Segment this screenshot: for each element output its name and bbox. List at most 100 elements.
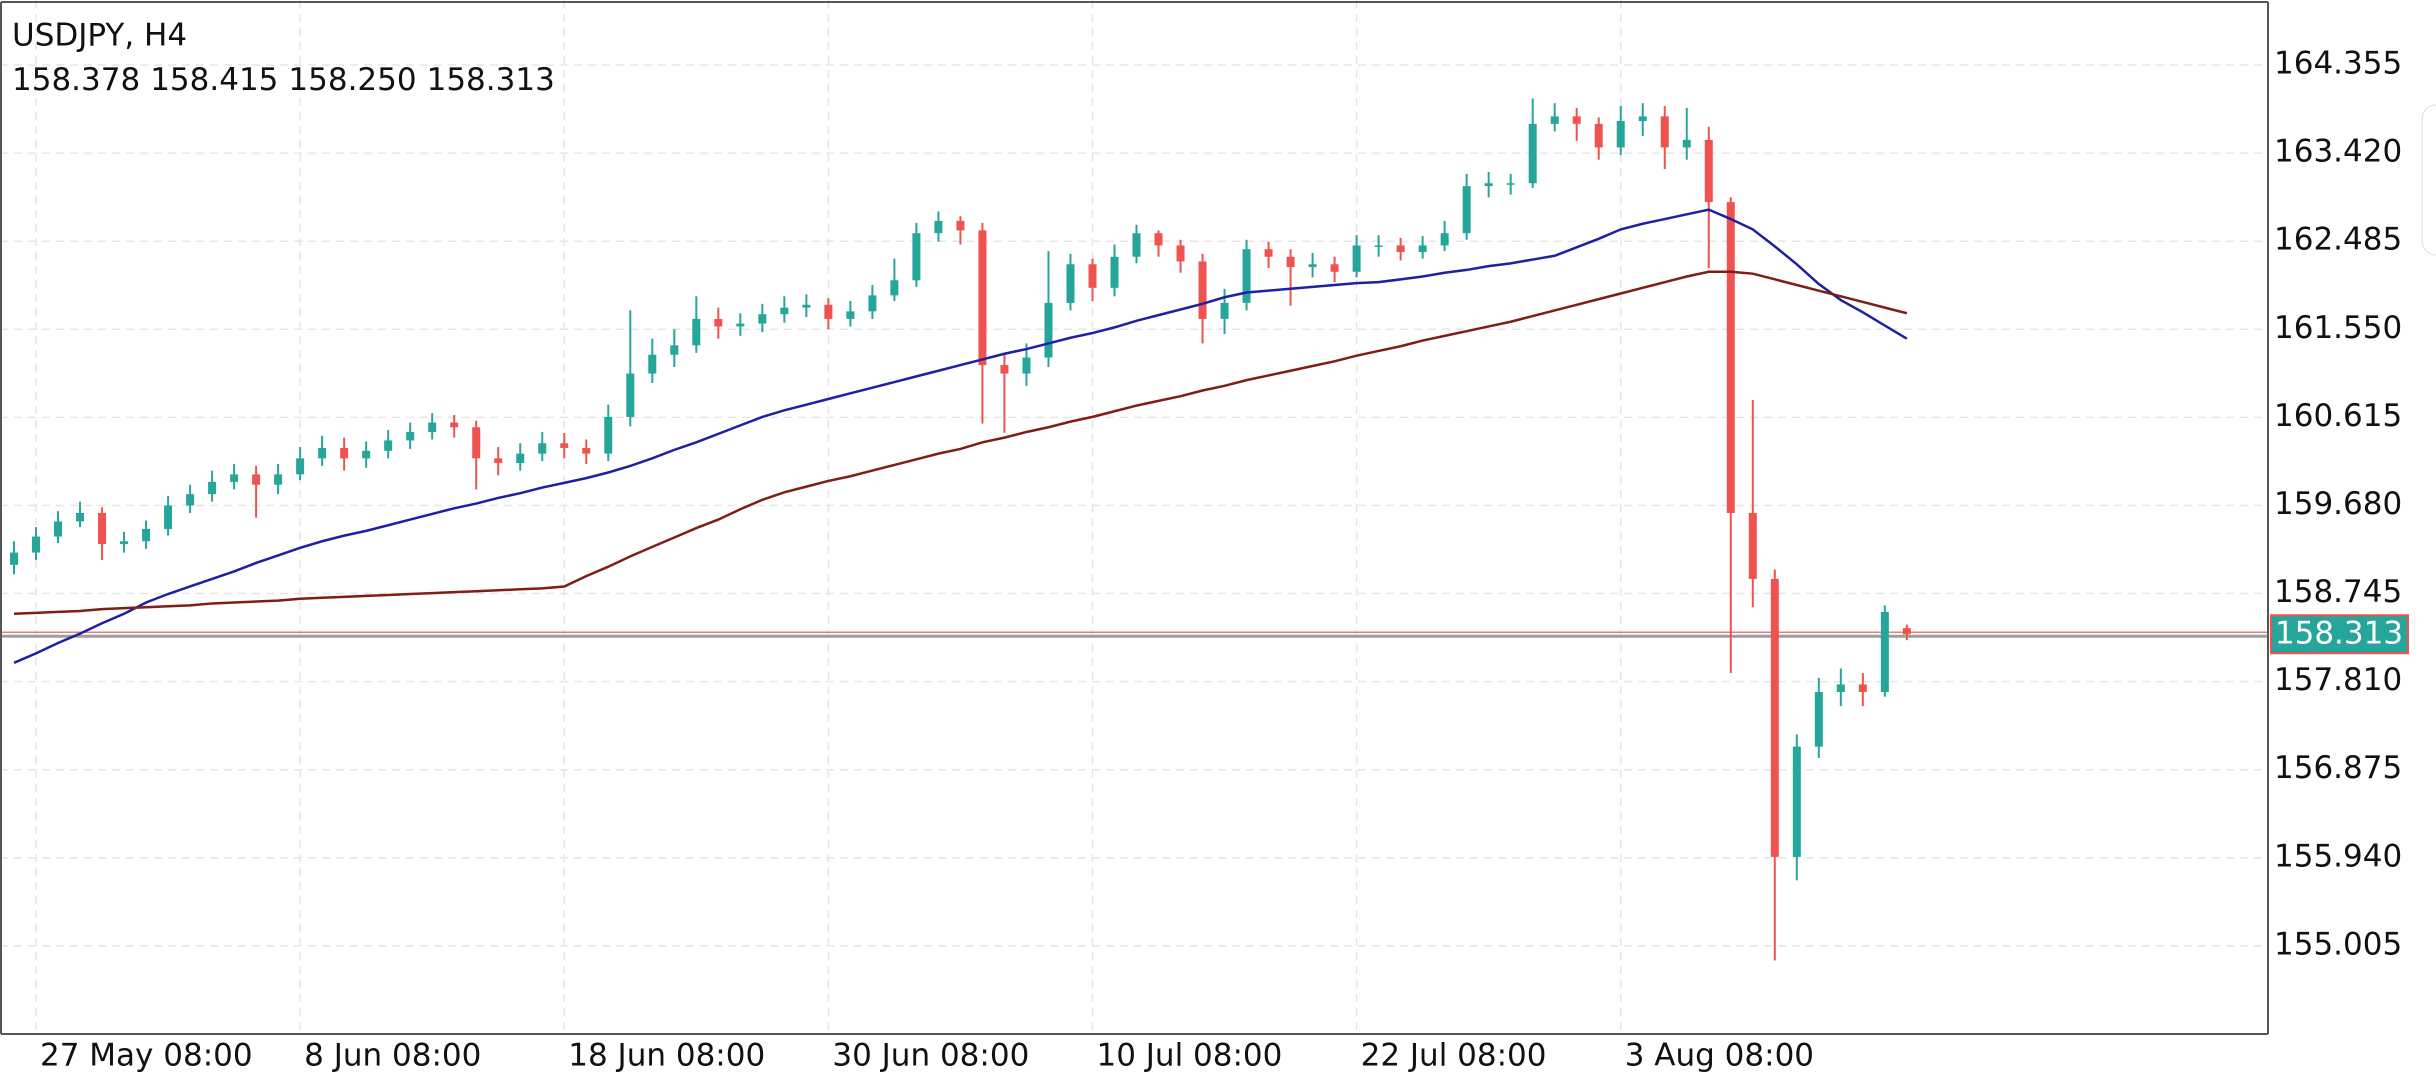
candle-body xyxy=(890,280,899,296)
ohlc-readout: 158.378 158.415 158.250 158.313 xyxy=(12,62,555,98)
candle-body xyxy=(1704,139,1713,203)
candle-body xyxy=(714,318,723,327)
candle-body xyxy=(1176,245,1185,262)
candle-body xyxy=(230,474,239,482)
grid xyxy=(0,0,2268,1034)
x-tick-label: 30 Jun 08:00 xyxy=(832,1038,1029,1074)
candle-body xyxy=(1440,233,1449,246)
y-tick-label: 155.005 xyxy=(2274,926,2402,962)
candle-body xyxy=(208,481,217,495)
candle-body xyxy=(428,422,437,432)
y-tick-label: 163.420 xyxy=(2274,134,2402,170)
candle-body xyxy=(164,505,173,530)
candle-body xyxy=(1770,578,1779,857)
moving-average xyxy=(13,208,1908,664)
candle-body xyxy=(516,453,525,464)
y-tick-label: 162.485 xyxy=(2274,222,2402,258)
candle-body xyxy=(582,447,591,454)
candle-body xyxy=(1308,264,1317,268)
candle-body xyxy=(824,304,833,319)
candle-body xyxy=(54,521,63,537)
candle-body xyxy=(934,220,943,234)
last-price-label: 158.313 xyxy=(2275,616,2403,652)
ohlc-value: 158.250 xyxy=(288,62,416,98)
candle-body xyxy=(692,318,701,346)
side-tab[interactable] xyxy=(2421,104,2436,256)
candle-body xyxy=(1220,302,1229,319)
last-price-badge xyxy=(2270,614,2409,655)
candle-body xyxy=(1528,123,1537,184)
y-tick-label: 156.875 xyxy=(2274,750,2402,786)
chart-title: USDJPY, H4 xyxy=(12,18,187,54)
candle-body xyxy=(76,512,85,522)
candle-body xyxy=(1660,116,1669,148)
candle-body xyxy=(780,307,789,315)
candle-body xyxy=(340,447,349,459)
candle-body xyxy=(626,373,635,417)
candle-body xyxy=(1132,233,1141,257)
candle-body xyxy=(406,431,415,441)
candle-body xyxy=(1484,183,1493,187)
x-tick-label: 27 May 08:00 xyxy=(40,1038,253,1074)
candle-body xyxy=(560,443,569,448)
candle-body xyxy=(1726,202,1735,513)
candle-body xyxy=(1616,121,1625,148)
x-tick-label: 3 Aug 08:00 xyxy=(1625,1038,1814,1074)
candle-body xyxy=(494,458,503,464)
candle-body xyxy=(1550,116,1559,124)
candle-body xyxy=(1374,245,1383,247)
x-tick-label: 10 Jul 08:00 xyxy=(1096,1038,1282,1074)
y-tick-label: 155.940 xyxy=(2274,838,2402,874)
candle-body xyxy=(1242,249,1251,303)
candle-body xyxy=(1418,245,1427,253)
x-tick-label: 8 Jun 08:00 xyxy=(304,1038,481,1074)
candle-body xyxy=(1594,123,1603,148)
candle-body xyxy=(1748,512,1757,579)
candle-body xyxy=(912,233,921,281)
candle-body xyxy=(1880,611,1889,693)
candle-body xyxy=(758,314,767,324)
candle-body xyxy=(1682,139,1691,148)
y-tick-label: 164.355 xyxy=(2274,46,2402,82)
x-tick-label: 18 Jun 08:00 xyxy=(568,1038,765,1074)
candle-body xyxy=(252,474,261,485)
candle-body xyxy=(978,230,987,366)
candle-body xyxy=(1022,357,1031,374)
candle-body xyxy=(1814,692,1823,747)
ohlc-value: 158.378 xyxy=(12,62,140,98)
candle-body xyxy=(1836,684,1845,693)
ohlc-value: 158.415 xyxy=(150,62,278,98)
ohlc-value: 158.313 xyxy=(427,62,555,98)
candle-body xyxy=(670,345,679,355)
candle-body xyxy=(1088,264,1097,288)
candle-body xyxy=(1396,245,1405,253)
candle-body xyxy=(604,416,613,454)
y-tick-label: 157.810 xyxy=(2274,662,2402,698)
candle-body xyxy=(142,529,151,542)
candle-body xyxy=(450,422,459,428)
x-tick-label: 22 Jul 08:00 xyxy=(1361,1038,1547,1074)
candle-body xyxy=(648,354,657,374)
candle-body xyxy=(1198,261,1207,319)
candle-body xyxy=(802,304,811,308)
candle-body xyxy=(318,447,327,459)
candle-body xyxy=(736,323,745,327)
moving-average xyxy=(13,270,1908,616)
candle-body xyxy=(1638,116,1647,122)
candle-body xyxy=(10,552,18,565)
candle-body xyxy=(868,295,877,312)
candle-body xyxy=(956,220,965,231)
candle-body xyxy=(1110,256,1119,288)
candle-body xyxy=(1352,245,1361,272)
candle-body xyxy=(120,541,129,545)
candle-body xyxy=(1506,183,1515,185)
candle-body xyxy=(1572,116,1581,124)
candle-body xyxy=(362,450,371,459)
candle-body xyxy=(1286,256,1295,268)
candle-body xyxy=(1462,186,1471,234)
candle-body xyxy=(1264,249,1273,257)
candle-body xyxy=(32,536,41,553)
candle-body xyxy=(538,443,547,454)
candle-body xyxy=(384,440,393,451)
